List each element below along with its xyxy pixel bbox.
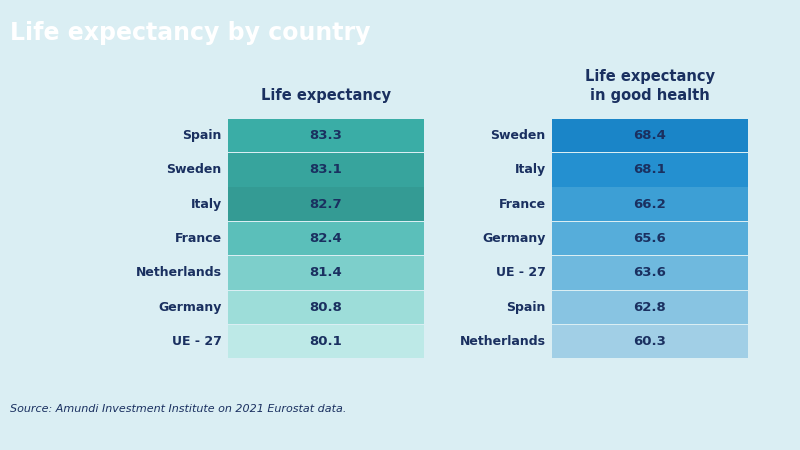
- Text: Spain: Spain: [182, 129, 222, 142]
- Text: 60.3: 60.3: [634, 335, 666, 348]
- Text: 82.4: 82.4: [310, 232, 342, 245]
- Text: Germany: Germany: [158, 301, 222, 314]
- Text: 80.8: 80.8: [310, 301, 342, 314]
- FancyBboxPatch shape: [228, 119, 424, 152]
- Text: 83.1: 83.1: [310, 163, 342, 176]
- Text: 66.2: 66.2: [634, 198, 666, 211]
- Text: UE - 27: UE - 27: [172, 335, 222, 348]
- FancyBboxPatch shape: [552, 153, 748, 187]
- FancyBboxPatch shape: [228, 256, 424, 290]
- FancyBboxPatch shape: [552, 325, 748, 359]
- Text: Italy: Italy: [514, 163, 546, 176]
- FancyBboxPatch shape: [228, 153, 424, 187]
- Text: Germany: Germany: [482, 232, 546, 245]
- Text: 68.1: 68.1: [634, 163, 666, 176]
- Text: France: France: [174, 232, 222, 245]
- Text: 80.1: 80.1: [310, 335, 342, 348]
- FancyBboxPatch shape: [552, 188, 748, 221]
- FancyBboxPatch shape: [552, 222, 748, 256]
- Text: Sweden: Sweden: [166, 163, 222, 176]
- Text: Netherlands: Netherlands: [135, 266, 222, 279]
- Text: Sweden: Sweden: [490, 129, 546, 142]
- Text: France: France: [498, 198, 546, 211]
- FancyBboxPatch shape: [228, 325, 424, 359]
- Text: 81.4: 81.4: [310, 266, 342, 279]
- Text: 65.6: 65.6: [634, 232, 666, 245]
- Text: Life expectancy: Life expectancy: [261, 87, 391, 103]
- FancyBboxPatch shape: [228, 222, 424, 256]
- Text: Netherlands: Netherlands: [459, 335, 546, 348]
- Text: Italy: Italy: [190, 198, 222, 211]
- Text: UE - 27: UE - 27: [496, 266, 546, 279]
- Text: 83.3: 83.3: [310, 129, 342, 142]
- Text: 82.7: 82.7: [310, 198, 342, 211]
- Text: Spain: Spain: [506, 301, 546, 314]
- FancyBboxPatch shape: [552, 119, 748, 152]
- FancyBboxPatch shape: [228, 291, 424, 324]
- Text: Source: Amundi Investment Institute on 2021 Eurostat data.: Source: Amundi Investment Institute on 2…: [10, 404, 346, 414]
- Text: Life expectancy
in good health: Life expectancy in good health: [585, 69, 715, 103]
- Text: 68.4: 68.4: [634, 129, 666, 142]
- Text: 63.6: 63.6: [634, 266, 666, 279]
- Text: 62.8: 62.8: [634, 301, 666, 314]
- FancyBboxPatch shape: [552, 291, 748, 324]
- FancyBboxPatch shape: [228, 188, 424, 221]
- Text: Life expectancy by country: Life expectancy by country: [10, 21, 370, 45]
- FancyBboxPatch shape: [552, 256, 748, 290]
